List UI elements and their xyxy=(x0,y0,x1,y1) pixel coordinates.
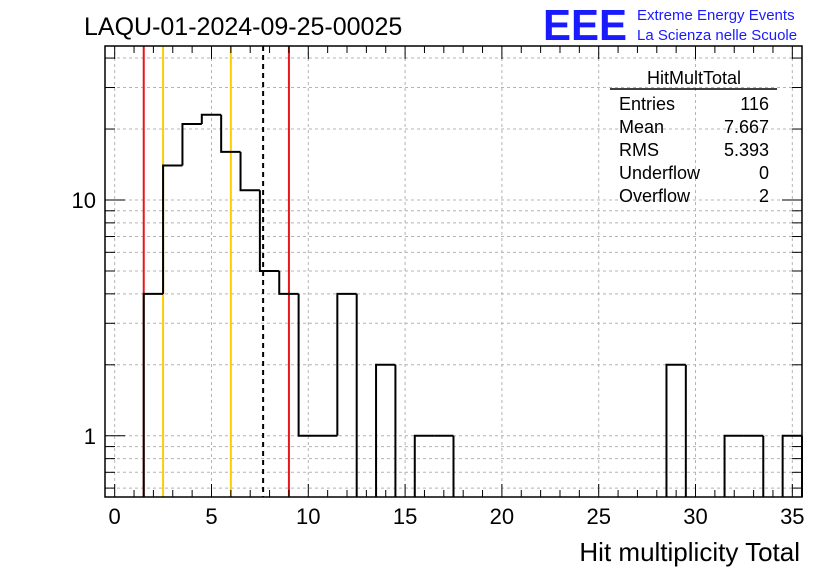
eee-logo-line2: La Scienza nelle Scuole xyxy=(637,27,797,44)
eee-logo: EEE Extreme Energy Events La Scienza nel… xyxy=(543,1,797,50)
axis-ticks xyxy=(105,46,802,497)
x-tick-label: 15 xyxy=(393,504,417,529)
stats-label: RMS xyxy=(619,140,659,160)
stats-value: 2 xyxy=(759,186,769,206)
stats-label: Overflow xyxy=(619,186,691,206)
histogram-bin xyxy=(162,164,183,294)
stats-rows: Entries 116 Mean 7.667 RMS 5.393 Underflow 0 Ove… xyxy=(619,94,769,206)
histogram-bin xyxy=(220,114,241,153)
stats-label: Underflow xyxy=(619,163,701,183)
chart-title: LAQU-01-2024-09-25-00025 xyxy=(84,13,402,41)
eee-logo-line1: Extreme Energy Events xyxy=(637,7,795,24)
stats-label: Mean xyxy=(619,117,664,137)
histogram-bin xyxy=(297,293,318,437)
stats-box: HitMultTotal Entries 116 Mean 7.667 RMS 5.393… xyxy=(610,68,777,206)
histogram-bin xyxy=(375,363,396,497)
histogram-bin xyxy=(258,190,280,272)
y-tick-labels: 1 10 xyxy=(72,188,96,449)
histogram-bin xyxy=(336,292,357,436)
x-tick-label: 20 xyxy=(490,504,514,529)
eee-logo-mark: EEE xyxy=(543,1,627,50)
x-tick-label: 30 xyxy=(683,504,707,529)
histogram-bin xyxy=(181,123,202,166)
plot-frame xyxy=(104,45,803,498)
histogram-bin xyxy=(278,270,299,295)
stats-value: 0 xyxy=(759,163,769,183)
histogram-bin xyxy=(239,151,260,192)
histogram-bin xyxy=(200,113,222,125)
x-axis-label: Hit multiplicity Total xyxy=(579,537,800,567)
stats-value: 7.667 xyxy=(724,117,769,137)
histogram-bin xyxy=(142,292,164,497)
histogram-bin xyxy=(665,363,686,497)
histogram-bin xyxy=(723,434,744,497)
histogram-bars xyxy=(142,113,803,497)
histogram-bin xyxy=(413,434,435,497)
stats-title: HitMultTotal xyxy=(647,68,741,88)
y-tick-label: 1 xyxy=(84,424,96,449)
stats-label: Entries xyxy=(619,94,675,114)
stats-value: 116 xyxy=(740,94,769,114)
x-tick-label: 0 xyxy=(109,504,121,529)
x-tick-label: 10 xyxy=(296,504,320,529)
stats-value: 5.393 xyxy=(724,140,769,160)
x-tick-label: 5 xyxy=(205,504,217,529)
x-tick-label: 25 xyxy=(586,504,610,529)
x-tick-label: 35 xyxy=(780,504,804,529)
y-tick-label: 10 xyxy=(72,188,96,213)
x-tick-labels: 0 5 10 15 20 25 30 35 xyxy=(109,504,805,529)
